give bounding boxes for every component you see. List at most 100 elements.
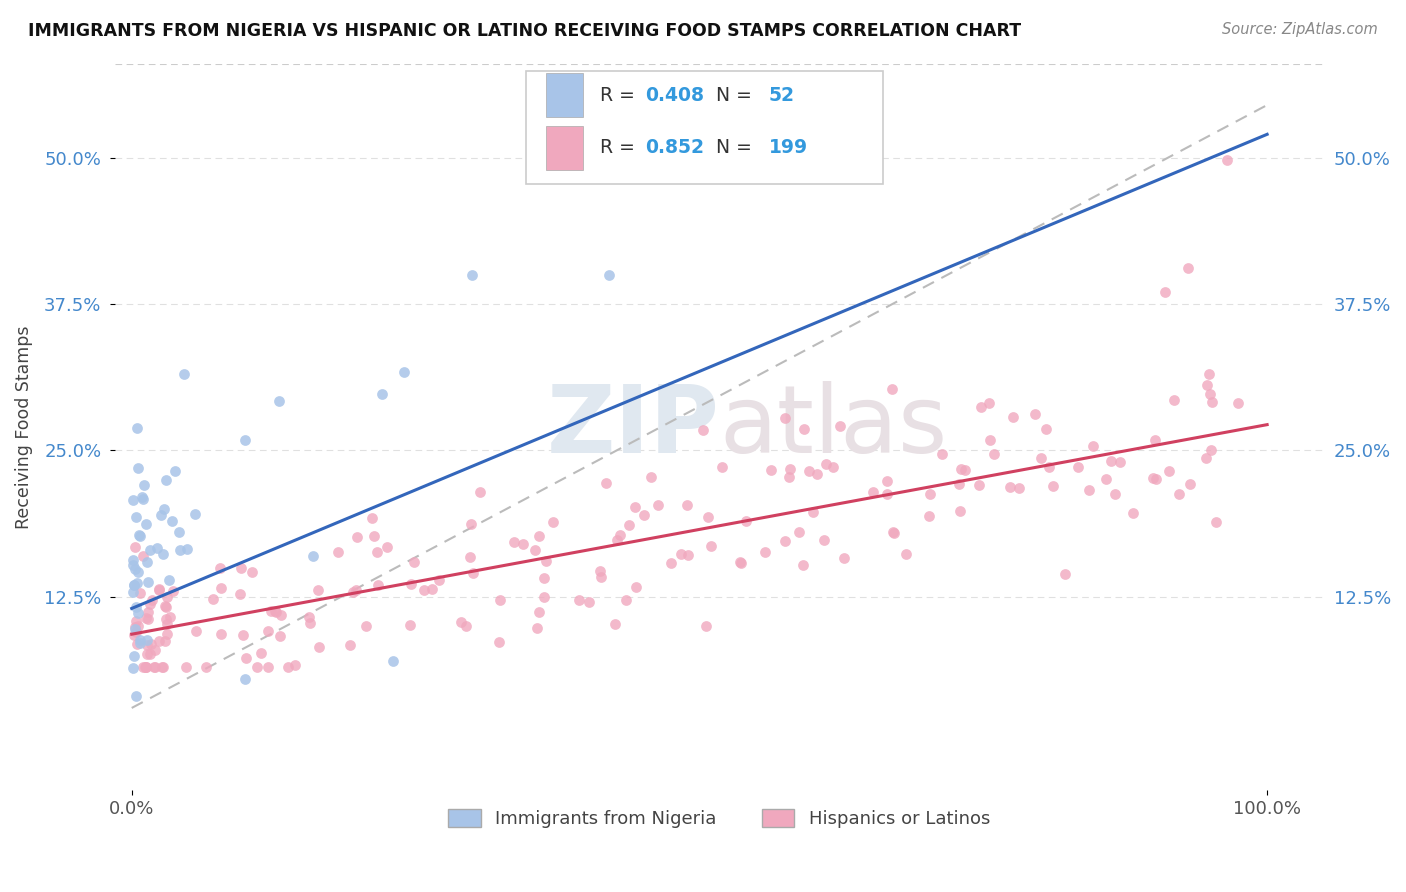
Point bbox=[155, 600, 177, 615]
Point bbox=[949, 504, 972, 518]
Point bbox=[1038, 459, 1060, 474]
Point bbox=[876, 486, 898, 500]
Point bbox=[152, 660, 174, 674]
Point bbox=[1216, 153, 1239, 167]
Point bbox=[246, 660, 269, 674]
Point bbox=[208, 561, 231, 575]
Point bbox=[692, 423, 714, 437]
Point bbox=[1024, 407, 1046, 421]
Point bbox=[135, 660, 157, 674]
Point bbox=[143, 660, 166, 674]
Point bbox=[728, 555, 751, 569]
Point bbox=[136, 574, 159, 589]
Point bbox=[461, 268, 484, 282]
Point bbox=[342, 584, 364, 599]
Point bbox=[1031, 451, 1053, 466]
Point bbox=[589, 570, 612, 584]
Point bbox=[502, 535, 524, 549]
Point bbox=[1144, 472, 1167, 486]
Point bbox=[605, 533, 627, 547]
Point bbox=[977, 396, 1000, 410]
Point bbox=[918, 508, 941, 523]
Point bbox=[156, 627, 179, 641]
Point bbox=[1122, 506, 1144, 520]
Point bbox=[155, 612, 177, 626]
Point bbox=[773, 411, 796, 425]
Point bbox=[131, 490, 153, 504]
Point bbox=[122, 628, 145, 642]
Point bbox=[880, 382, 903, 396]
Point bbox=[568, 592, 591, 607]
Point bbox=[124, 600, 146, 615]
Point bbox=[534, 554, 557, 568]
Point bbox=[754, 545, 776, 559]
Point bbox=[695, 619, 717, 633]
FancyBboxPatch shape bbox=[547, 73, 582, 117]
Point bbox=[269, 394, 291, 409]
Point bbox=[787, 524, 810, 539]
Point bbox=[1198, 367, 1220, 381]
Point bbox=[129, 635, 152, 649]
Point bbox=[135, 611, 157, 625]
Point bbox=[862, 484, 884, 499]
Point bbox=[1226, 396, 1249, 410]
Point bbox=[356, 619, 378, 633]
Point bbox=[883, 526, 905, 541]
Point bbox=[541, 515, 564, 529]
Point bbox=[882, 525, 904, 540]
Point bbox=[617, 518, 640, 533]
Point bbox=[456, 618, 478, 632]
Point bbox=[233, 672, 256, 686]
Point bbox=[527, 528, 550, 542]
Point bbox=[174, 660, 197, 674]
Point bbox=[366, 545, 388, 559]
Point bbox=[779, 462, 801, 476]
Point bbox=[1177, 260, 1199, 275]
Point bbox=[1154, 285, 1177, 300]
Point bbox=[647, 499, 669, 513]
Text: 52: 52 bbox=[769, 86, 794, 104]
Point bbox=[308, 583, 330, 598]
Point bbox=[778, 470, 800, 484]
Point bbox=[1163, 393, 1185, 408]
Point bbox=[176, 542, 198, 557]
Point bbox=[1008, 481, 1031, 495]
Point bbox=[624, 500, 647, 514]
Point bbox=[998, 480, 1021, 494]
Point bbox=[139, 647, 162, 661]
Point bbox=[801, 505, 824, 519]
Point bbox=[152, 547, 174, 561]
Point bbox=[135, 555, 157, 569]
Point bbox=[125, 509, 148, 524]
Point bbox=[1197, 377, 1219, 392]
Point bbox=[970, 400, 993, 414]
Point bbox=[533, 571, 555, 585]
Point bbox=[931, 447, 953, 461]
Point bbox=[1167, 487, 1189, 501]
Point bbox=[367, 577, 389, 591]
Point bbox=[1142, 470, 1164, 484]
Point bbox=[209, 626, 232, 640]
Point bbox=[344, 583, 367, 598]
Point bbox=[260, 604, 283, 618]
Point bbox=[700, 539, 723, 553]
Point bbox=[605, 617, 627, 632]
Point bbox=[169, 524, 191, 539]
Point bbox=[156, 616, 179, 631]
Point bbox=[132, 491, 155, 506]
Point bbox=[127, 618, 149, 632]
Text: IMMIGRANTS FROM NIGERIA VS HISPANIC OR LATINO RECEIVING FOOD STAMPS CORRELATION : IMMIGRANTS FROM NIGERIA VS HISPANIC OR L… bbox=[28, 22, 1021, 40]
Point bbox=[797, 464, 820, 478]
Point bbox=[159, 610, 181, 624]
Point bbox=[266, 605, 288, 619]
Point bbox=[1195, 450, 1218, 465]
Point bbox=[143, 643, 166, 657]
Point bbox=[128, 528, 150, 542]
Point bbox=[730, 556, 752, 570]
Point bbox=[512, 537, 534, 551]
Point bbox=[155, 599, 177, 614]
Point bbox=[124, 540, 146, 554]
Point bbox=[450, 615, 472, 630]
Point bbox=[124, 562, 146, 576]
Text: R =: R = bbox=[599, 138, 641, 157]
